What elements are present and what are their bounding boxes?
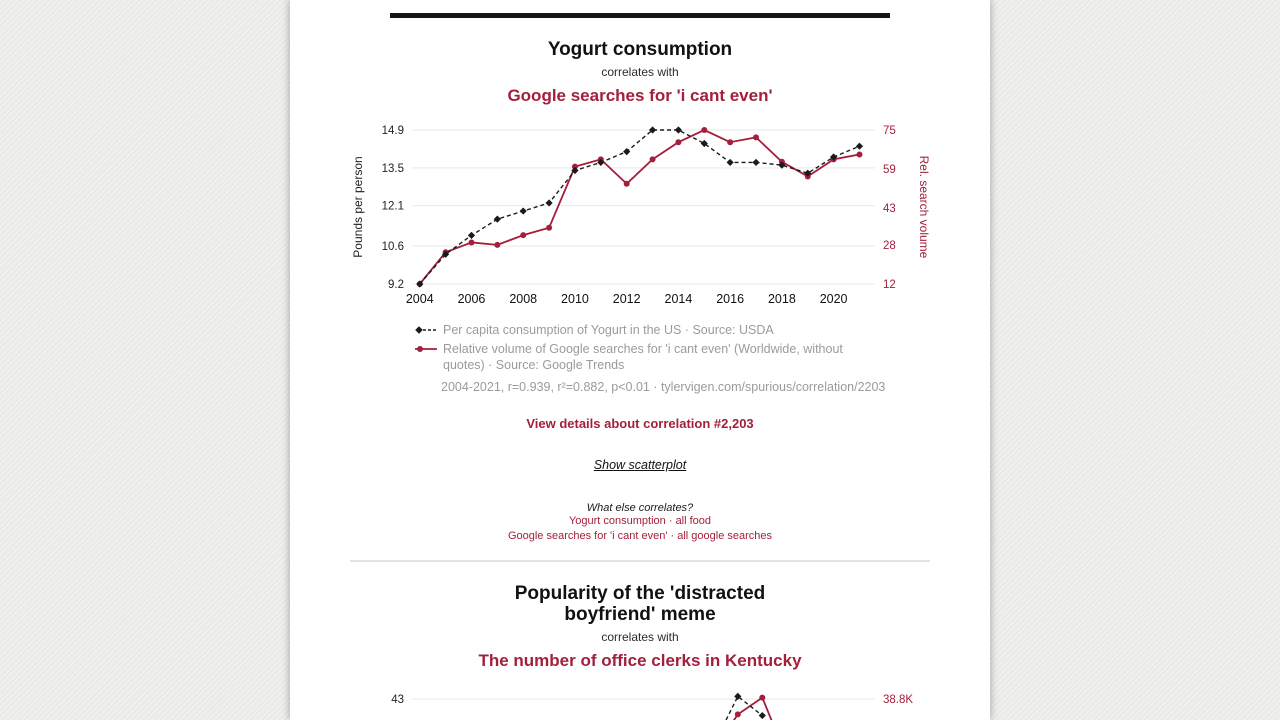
- chart-section-meme: Popularity of the 'distracted boyfriend'…: [290, 583, 990, 720]
- meme-correlation-chart: 433238.8K34.3KPopularityOffice clerks: [391, 692, 913, 720]
- chart-section-yogurt: Yogurt consumption correlates with Googl…: [290, 39, 990, 544]
- chart-legend: Per capita consumption of Yogurt in the …: [360, 322, 920, 394]
- separator-dot: ·: [670, 530, 675, 542]
- black-dashed-series-icon: [415, 326, 437, 334]
- what-else-label: What else correlates?: [586, 502, 694, 514]
- yogurt-correlation-chart: 9.2 10.6 12.1 13.5 14.9 12 28 43 59 75 2004 2006 200…: [351, 125, 930, 306]
- legend-row-yogurt: Per capita consumption of Yogurt in the …: [415, 322, 920, 338]
- correlates-with-label: correlates with: [601, 630, 679, 644]
- related-links-line-1: Yogurt consumption · all food: [290, 514, 990, 529]
- svg-text:2020: 2020: [820, 292, 848, 306]
- svg-text:12.1: 12.1: [382, 201, 404, 213]
- svg-text:2014: 2014: [665, 292, 693, 306]
- svg-text:2006: 2006: [458, 292, 486, 306]
- related-links-line-2: Google searches for 'i cant even' · all …: [290, 529, 990, 544]
- chart-subtitle: Google searches for 'i cant even': [507, 86, 773, 105]
- correlates-with-label: correlates with: [601, 65, 679, 79]
- svg-text:2004: 2004: [406, 292, 434, 306]
- all-food-link[interactable]: all food: [675, 515, 712, 527]
- yogurt-consumption-link[interactable]: Yogurt consumption: [568, 515, 666, 527]
- svg-text:28: 28: [883, 240, 896, 252]
- svg-text:2008: 2008: [509, 292, 537, 306]
- google-searches-link[interactable]: Google searches for 'i cant even': [507, 530, 668, 542]
- svg-text:2018: 2018: [768, 292, 796, 306]
- red-line-series-icon: [415, 346, 437, 352]
- svg-text:2012: 2012: [613, 292, 641, 306]
- legend-label-yogurt: Per capita consumption of Yogurt in the …: [443, 323, 774, 337]
- content-card: Yogurt consumption correlates with Googl…: [290, 0, 990, 720]
- show-scatterplot-link[interactable]: Show scatterplot: [593, 458, 687, 472]
- chart-title: Popularity of the 'distracted boyfriend'…: [514, 583, 766, 625]
- all-google-searches-link[interactable]: all google searches: [677, 530, 773, 542]
- svg-text:59: 59: [883, 164, 896, 176]
- svg-text:12: 12: [883, 279, 896, 291]
- legend-row-search: Relative volume of Google searches for '…: [415, 341, 920, 373]
- svg-text:2010: 2010: [561, 292, 589, 306]
- correlation-stats: 2004-2021, r=0.939, r²=0.882, p<0.01 · t…: [441, 380, 886, 394]
- svg-text:13.5: 13.5: [382, 163, 404, 175]
- svg-text:43: 43: [391, 694, 404, 706]
- svg-text:38.8K: 38.8K: [883, 694, 913, 706]
- svg-text:75: 75: [883, 125, 896, 137]
- svg-text:9.2: 9.2: [388, 279, 404, 291]
- chart-title: Yogurt consumption: [547, 39, 733, 60]
- svg-text:14.9: 14.9: [382, 125, 404, 137]
- view-details-link[interactable]: View details about correlation #2,203: [526, 416, 754, 431]
- svg-text:10.6: 10.6: [382, 241, 404, 253]
- svg-text:43: 43: [883, 203, 896, 215]
- chart-subtitle: The number of office clerks in Kentucky: [478, 651, 802, 670]
- separator-dot: ·: [668, 515, 673, 527]
- svg-text:Pounds per person: Pounds per person: [351, 156, 365, 257]
- top-divider-bar: [390, 13, 890, 18]
- legend-label-search: Relative volume of Google searches for '…: [443, 342, 843, 372]
- svg-text:Rel. search volume: Rel. search volume: [917, 156, 930, 259]
- section-divider: [350, 560, 930, 562]
- svg-text:2016: 2016: [716, 292, 744, 306]
